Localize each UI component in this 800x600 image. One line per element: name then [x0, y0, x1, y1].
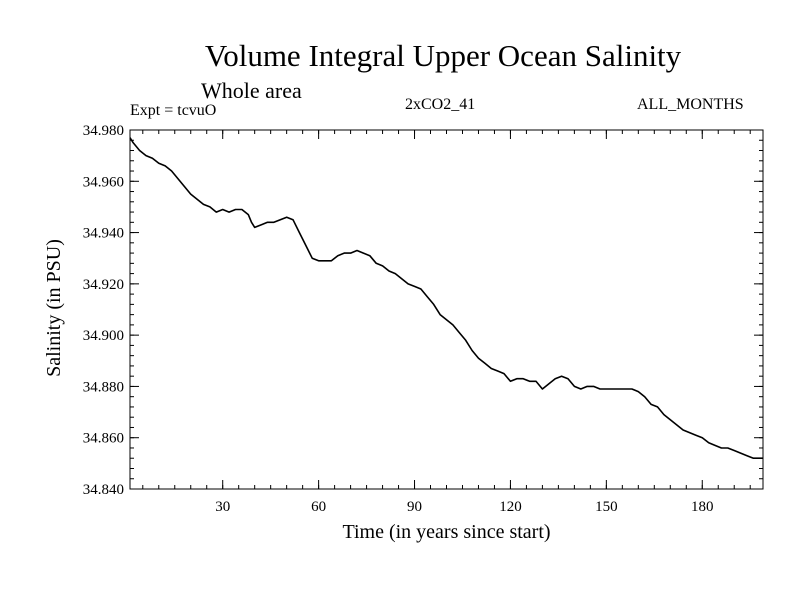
y-axis-ticks: 34.840 34.860 34.880 34.900 34.920 34.940 34.9…: [83, 123, 763, 498]
experiment-label: Expt = tcvuO: [130, 102, 217, 119]
x-tick-label: 90: [407, 499, 422, 515]
y-tick-label: 34.940: [83, 226, 124, 242]
y-tick-label: 34.960: [83, 174, 124, 190]
y-tick-label: 34.980: [83, 123, 124, 139]
y-tick-label: 34.920: [83, 277, 124, 293]
minor-ticks: [130, 130, 763, 489]
chart-subtitle: Whole area: [201, 78, 302, 103]
y-tick-label: 34.860: [83, 431, 124, 447]
x-axis-label: Time (in years since start): [342, 521, 551, 543]
x-tick-label: 60: [311, 499, 326, 515]
chart-title: Volume Integral Upper Ocean Salinity: [204, 38, 682, 73]
months-label: ALL_MONTHS: [637, 96, 744, 113]
plot-frame: [129, 129, 764, 490]
x-tick-label: 120: [499, 499, 522, 515]
x-tick-label: 180: [691, 499, 714, 515]
axes-frame: [129, 129, 764, 490]
salinity-series-line: [129, 137, 763, 460]
x-axis-ticks: 30 60 90 120 150 180: [215, 130, 714, 515]
y-tick-label: 34.900: [83, 328, 124, 344]
x-tick-label: 30: [215, 499, 230, 515]
series-layer: [129, 137, 763, 460]
x-tick-label: 150: [595, 499, 618, 515]
run-label: 2xCO2_41: [405, 96, 476, 113]
y-tick-label: 34.840: [83, 482, 124, 498]
y-tick-label: 34.880: [83, 379, 124, 395]
